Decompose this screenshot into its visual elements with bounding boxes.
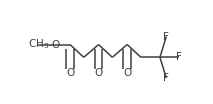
Text: O: O <box>123 68 131 78</box>
Text: O: O <box>66 68 74 78</box>
Text: CH$_3$: CH$_3$ <box>28 38 49 51</box>
Text: F: F <box>163 73 169 83</box>
Text: F: F <box>176 52 182 62</box>
Text: F: F <box>163 32 169 41</box>
Text: O: O <box>51 40 59 50</box>
Text: O: O <box>94 68 103 78</box>
